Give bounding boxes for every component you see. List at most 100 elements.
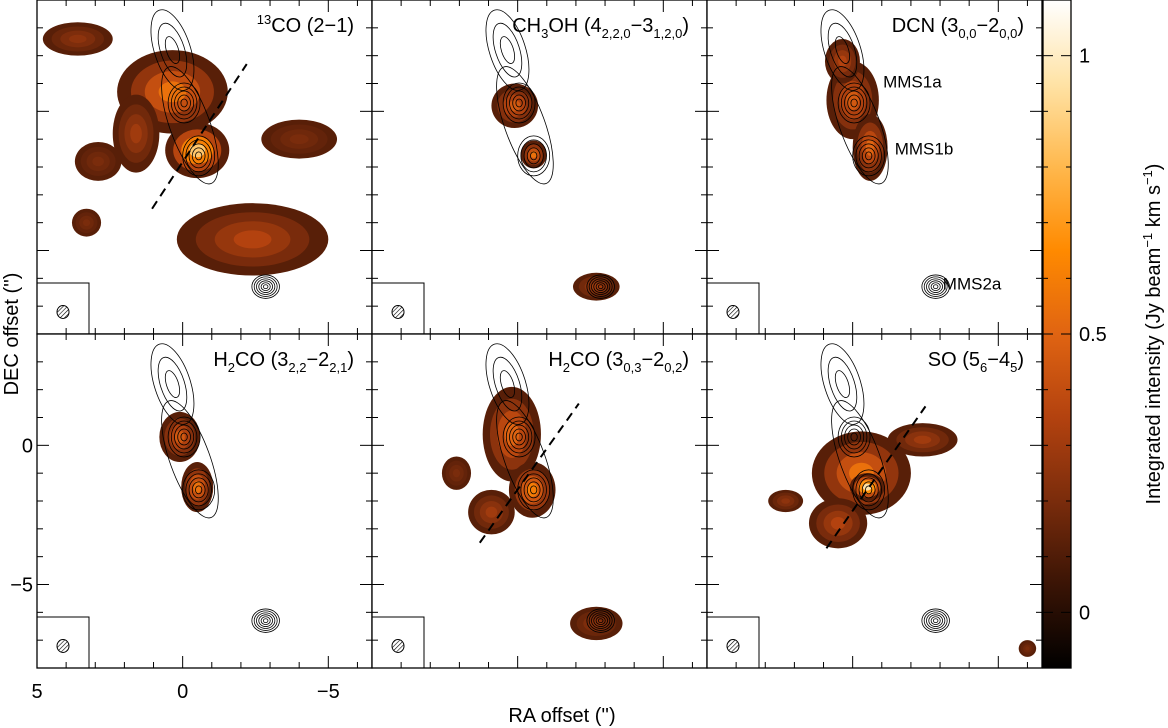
continuum-contour xyxy=(509,424,530,450)
emission-blob xyxy=(130,123,142,144)
continuum-contour xyxy=(150,343,195,425)
panel-content xyxy=(37,0,372,334)
beam-ellipse xyxy=(391,639,405,653)
panel-content xyxy=(707,0,1042,334)
emission-blob xyxy=(485,506,498,518)
continuum-contour xyxy=(174,90,195,116)
panel-title-part: CO (3 xyxy=(235,349,288,371)
panel-title-part: OH (4 xyxy=(548,15,601,37)
continuum-contour xyxy=(191,481,206,499)
colorbar-label-part: km s xyxy=(1143,185,1165,233)
continuum-contour xyxy=(502,416,536,458)
continuum-contour xyxy=(834,370,851,398)
x-axis-label: RA offset ('') xyxy=(508,705,615,727)
continuum-contour xyxy=(930,616,941,625)
continuum-contour xyxy=(485,343,530,425)
panel-title-part: 3 xyxy=(541,26,548,41)
colorbar-label-part: −1 xyxy=(1140,170,1155,185)
panel-title: H2CO (32,2−22,1) xyxy=(213,349,354,375)
continuum-contour xyxy=(260,282,271,291)
continuum-contour xyxy=(258,614,273,627)
emission-blob xyxy=(865,139,875,156)
panel-title-part: H xyxy=(548,349,562,371)
panel-title-part: −2 xyxy=(641,349,664,371)
panel-content xyxy=(37,334,372,668)
panel-title-part: 2 xyxy=(563,360,570,375)
continuum-contour xyxy=(170,86,198,120)
colorbar-tick-label: 0 xyxy=(1079,602,1090,624)
continuum-contour xyxy=(157,356,188,412)
continuum-contour xyxy=(847,428,861,446)
continuum-contour xyxy=(852,135,886,177)
panel-title-part: ) xyxy=(1017,15,1024,37)
emission-blob xyxy=(838,55,847,67)
continuum-contour xyxy=(586,274,615,299)
emission-blob xyxy=(174,430,185,444)
continuum-contour xyxy=(928,280,943,293)
continuum-contour xyxy=(526,147,541,165)
continuum-contour xyxy=(167,416,201,458)
panel-title-part: CO (2−1) xyxy=(271,15,354,37)
panel-6: SO (56−45) xyxy=(706,333,1043,669)
panel-2: CH3OH (42,2,0−31,2,0) xyxy=(371,0,708,335)
emission-blob xyxy=(193,480,202,494)
panel-1: 13CO (2−1) xyxy=(36,0,373,335)
continuum-contour xyxy=(182,135,216,177)
panel-title-part: 1,2,0 xyxy=(653,26,682,41)
emission-blob xyxy=(1025,646,1030,651)
continuum-contour xyxy=(526,481,541,499)
continuum-contour xyxy=(926,278,946,295)
panel-content xyxy=(372,0,707,334)
continuum-contour xyxy=(855,473,882,507)
continuum-contour xyxy=(251,608,280,633)
panel-title-part: 0,2 xyxy=(664,360,682,375)
continuum-contour xyxy=(928,614,943,627)
continuum-contour xyxy=(161,400,219,519)
continuum-contour xyxy=(852,469,886,511)
continuum-contour xyxy=(262,284,269,290)
continuum-contour xyxy=(844,424,865,450)
continuum-contour xyxy=(586,608,615,633)
panel-title-part: ) xyxy=(682,349,689,371)
continuum-contour xyxy=(502,82,536,124)
continuum-contour xyxy=(588,610,613,631)
panel-title: H2CO (30,3−20,2) xyxy=(548,349,689,375)
continuum-contour xyxy=(499,370,516,398)
panel-title-part: 5 xyxy=(1010,360,1017,375)
panel-title-part: 6 xyxy=(980,360,987,375)
beam-ellipse xyxy=(56,305,70,319)
beam-ellipse xyxy=(726,639,740,653)
continuum-contour xyxy=(921,274,950,299)
continuum-contour xyxy=(820,9,865,91)
continuum-contour xyxy=(831,400,889,519)
beam-ellipse xyxy=(391,305,405,319)
panel-title-part: −3 xyxy=(631,15,654,37)
continuum-contour xyxy=(597,618,604,624)
panel-title-part: −2 xyxy=(976,15,999,37)
continuum-contour xyxy=(188,143,209,169)
continuum-contour xyxy=(164,36,181,64)
continuum-contour xyxy=(253,610,278,631)
panel-title-part: 2,1 xyxy=(329,360,347,375)
source-label: MMS1a xyxy=(883,73,942,92)
continuum-contour xyxy=(932,284,939,290)
panel-title-part: CO (3 xyxy=(570,349,623,371)
continuum-contour xyxy=(827,22,858,78)
continuum-contour xyxy=(932,618,939,624)
continuum-contour xyxy=(174,424,195,450)
continuum-contour xyxy=(595,282,606,291)
emission-blob xyxy=(830,517,846,530)
continuum-contour xyxy=(840,420,868,454)
continuum-contour xyxy=(185,473,212,507)
colorbar-label-part: Integrated intensity (Jy beam xyxy=(1143,248,1165,505)
panel-title: CH3OH (42,2,0−31,2,0) xyxy=(512,15,689,41)
panel-title-part: SO (5 xyxy=(928,349,980,371)
continuum-contour xyxy=(861,147,876,165)
panel-title-part: ) xyxy=(347,349,354,371)
source-label: MMS2a xyxy=(943,274,1002,293)
x-tick-label: −5 xyxy=(317,681,340,703)
x-tick-label: 0 xyxy=(177,681,188,703)
colorbar-tick-label: 0.5 xyxy=(1079,324,1107,346)
source-label: MMS1b xyxy=(895,139,954,158)
